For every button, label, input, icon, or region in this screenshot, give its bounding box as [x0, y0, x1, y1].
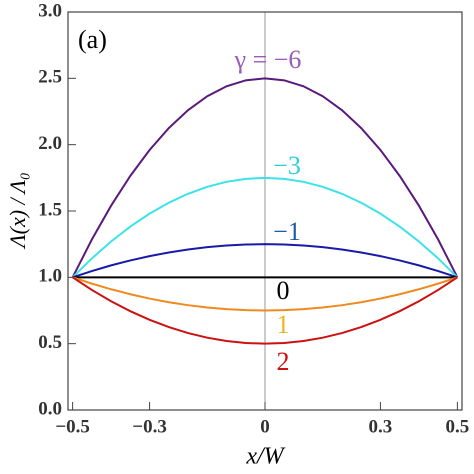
series-line [71, 77, 459, 278]
panel-label: (a) [78, 25, 107, 54]
x-axis-label: x/W [245, 444, 285, 470]
series-label: γ = −6 [234, 45, 302, 74]
series-label: 2 [277, 347, 290, 376]
series-line [71, 176, 459, 279]
x-tick-label: −0.3 [132, 416, 167, 437]
y-tick-label: 1.5 [38, 199, 62, 220]
y-tick-label: 0.5 [38, 332, 62, 353]
y-tick-label: 2.0 [38, 133, 62, 154]
x-tick-label: −0.5 [55, 416, 90, 437]
y-axis-label: Λ(x) / Λ₀ [5, 172, 30, 249]
series-label: −3 [273, 151, 301, 180]
plot-frame [67, 11, 463, 411]
series-line [72, 243, 458, 279]
x-tick-label: 0 [260, 416, 270, 437]
series-label: −1 [273, 217, 301, 246]
series-line [72, 276, 458, 345]
series-label: 1 [277, 310, 290, 339]
y-tick-label: 1.0 [38, 266, 62, 287]
x-tick-label: 0.5 [446, 416, 470, 437]
series-line [72, 276, 458, 312]
x-tick-label: 0.3 [369, 416, 393, 437]
y-tick-label: 3.0 [38, 0, 62, 21]
y-tick-label: 2.5 [38, 67, 62, 88]
series-label: 0 [277, 276, 290, 305]
y-tick-label: 0.0 [38, 398, 62, 419]
